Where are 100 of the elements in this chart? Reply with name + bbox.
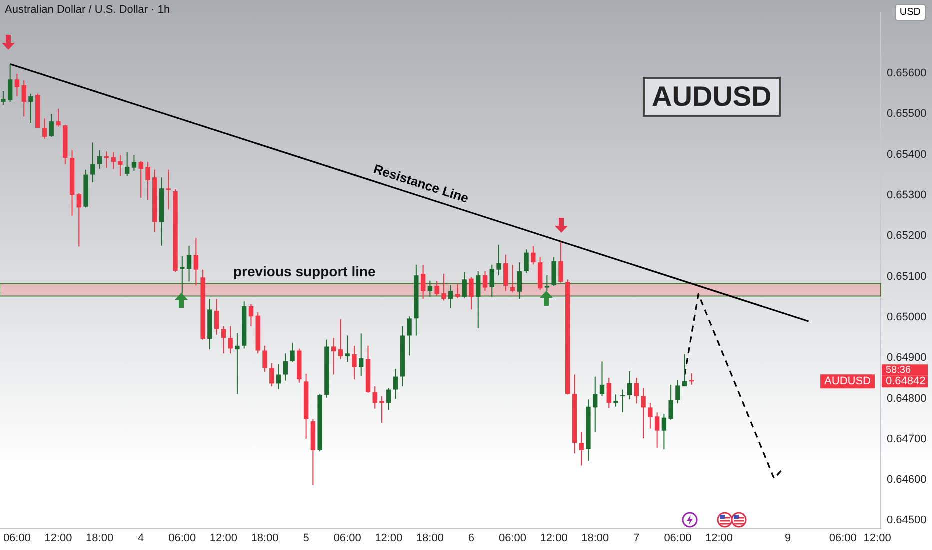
candlestick: [393, 368, 398, 400]
candlestick: [482, 271, 488, 292]
x-tick-label: 06:00: [829, 532, 857, 544]
x-tick-label: 18:00: [416, 532, 444, 544]
candlestick: [386, 388, 392, 411]
candlestick: [28, 93, 34, 124]
x-tick-label: 12:00: [540, 532, 568, 544]
text: 58:36: [886, 364, 912, 376]
candlestick: [146, 162, 150, 200]
candlestick: [448, 284, 454, 309]
candlestick: [235, 332, 240, 395]
candlestick: [214, 298, 220, 336]
candlestick: [579, 432, 584, 466]
candlestick: [600, 361, 605, 397]
candlestick: [186, 245, 192, 282]
x-tick-label: 06:00: [3, 532, 31, 544]
candlestick: [1, 90, 6, 106]
candlestick: [558, 241, 564, 284]
candlestick: [166, 169, 171, 210]
candlestick: [662, 414, 667, 450]
candlestick: [552, 256, 556, 287]
y-tick-label: 0.65400: [887, 148, 927, 161]
candlestick: [676, 380, 680, 404]
candlestick: [283, 353, 288, 382]
band-label: previous support line: [233, 264, 376, 280]
x-tick-label: 5: [303, 532, 310, 544]
candlestick: [290, 342, 295, 363]
candlestick: [111, 152, 116, 170]
candlestick: [76, 192, 82, 248]
x-tick-label: 6: [468, 532, 475, 544]
candlestick: [248, 304, 254, 327]
line-series: [684, 293, 782, 480]
y-tick-label: 0.65200: [887, 230, 927, 242]
candlestick: [372, 386, 378, 410]
candlestick: [345, 335, 350, 363]
candlestick: [118, 154, 123, 176]
x-tick-label: 18:00: [582, 532, 610, 544]
x-tick-label: 18:00: [86, 532, 114, 544]
annotation: AUDUSD: [824, 376, 872, 388]
candlestick: [8, 64, 13, 103]
x-tick-label: 18:00: [251, 532, 279, 544]
candlestick: [407, 316, 412, 356]
x-tick-label: 12:00: [864, 532, 892, 544]
candlestick: [276, 364, 282, 390]
candlestick: [56, 108, 61, 128]
candlestick: [262, 345, 268, 372]
candlestick: [124, 152, 130, 176]
candlestick: [132, 154, 137, 172]
y-tick-label: 0.64500: [887, 514, 927, 527]
candlestick: [331, 338, 336, 376]
candlestick: [504, 254, 508, 292]
candlestick: [510, 264, 516, 294]
y-tick-label: 0.65100: [887, 270, 927, 283]
candlestick: [476, 271, 481, 329]
candlestick: [49, 114, 54, 138]
candlestick: [544, 275, 550, 292]
y-tick-label: 0.64600: [887, 474, 927, 486]
y-tick-label: 0.64800: [887, 392, 927, 405]
x-tick-label: 06:00: [168, 532, 196, 544]
candlestick: [620, 389, 626, 414]
text: 0.64842: [886, 376, 926, 388]
candlestick: [359, 333, 364, 376]
annotation: AUDUSD: [643, 77, 781, 117]
candlestick: [352, 345, 357, 380]
candlestick: [462, 272, 467, 299]
text: USD: [894, 4, 926, 21]
candlestick: [194, 238, 198, 286]
candlestick: [496, 244, 502, 276]
candlestick: [228, 326, 233, 354]
x-tick-label: 7: [634, 532, 640, 544]
candlestick: [221, 326, 226, 354]
candlestick: [634, 378, 639, 404]
candlestick: [469, 277, 474, 310]
candlestick: [517, 262, 522, 300]
candlestick: [138, 160, 144, 198]
chart-title: Australian Dollar / U.S. Dollar · 1h: [5, 4, 170, 16]
candlestick: [531, 246, 536, 266]
x-tick-label: 4: [138, 532, 144, 544]
y-tick-label: 0.65600: [887, 68, 927, 80]
y-tick-label: 0.65300: [887, 190, 927, 202]
x-tick-label: 06:00: [664, 532, 692, 544]
x-tick-label: 9: [785, 532, 792, 544]
candlestick: [648, 402, 653, 430]
x-tick-label: 12:00: [705, 532, 734, 544]
y-tick-label: 0.65000: [887, 311, 927, 324]
candlestick: [97, 150, 102, 170]
x-tick-label: 06:00: [499, 532, 527, 544]
candlestick: [490, 264, 494, 298]
candlestick: [614, 394, 618, 408]
candlestick: [641, 388, 646, 440]
candlestick: [668, 384, 674, 420]
y-tick-label: 0.64900: [887, 352, 927, 364]
x-tick-label: 12:00: [210, 532, 238, 544]
x-tick-label: 12:00: [375, 532, 403, 544]
candlestick: [627, 371, 632, 400]
candlestick: [420, 264, 426, 300]
x-tick-label: 12:00: [44, 532, 72, 544]
candlestick: [338, 318, 344, 360]
x-tick-label: 06:00: [334, 532, 362, 544]
candlestick: [428, 280, 433, 298]
